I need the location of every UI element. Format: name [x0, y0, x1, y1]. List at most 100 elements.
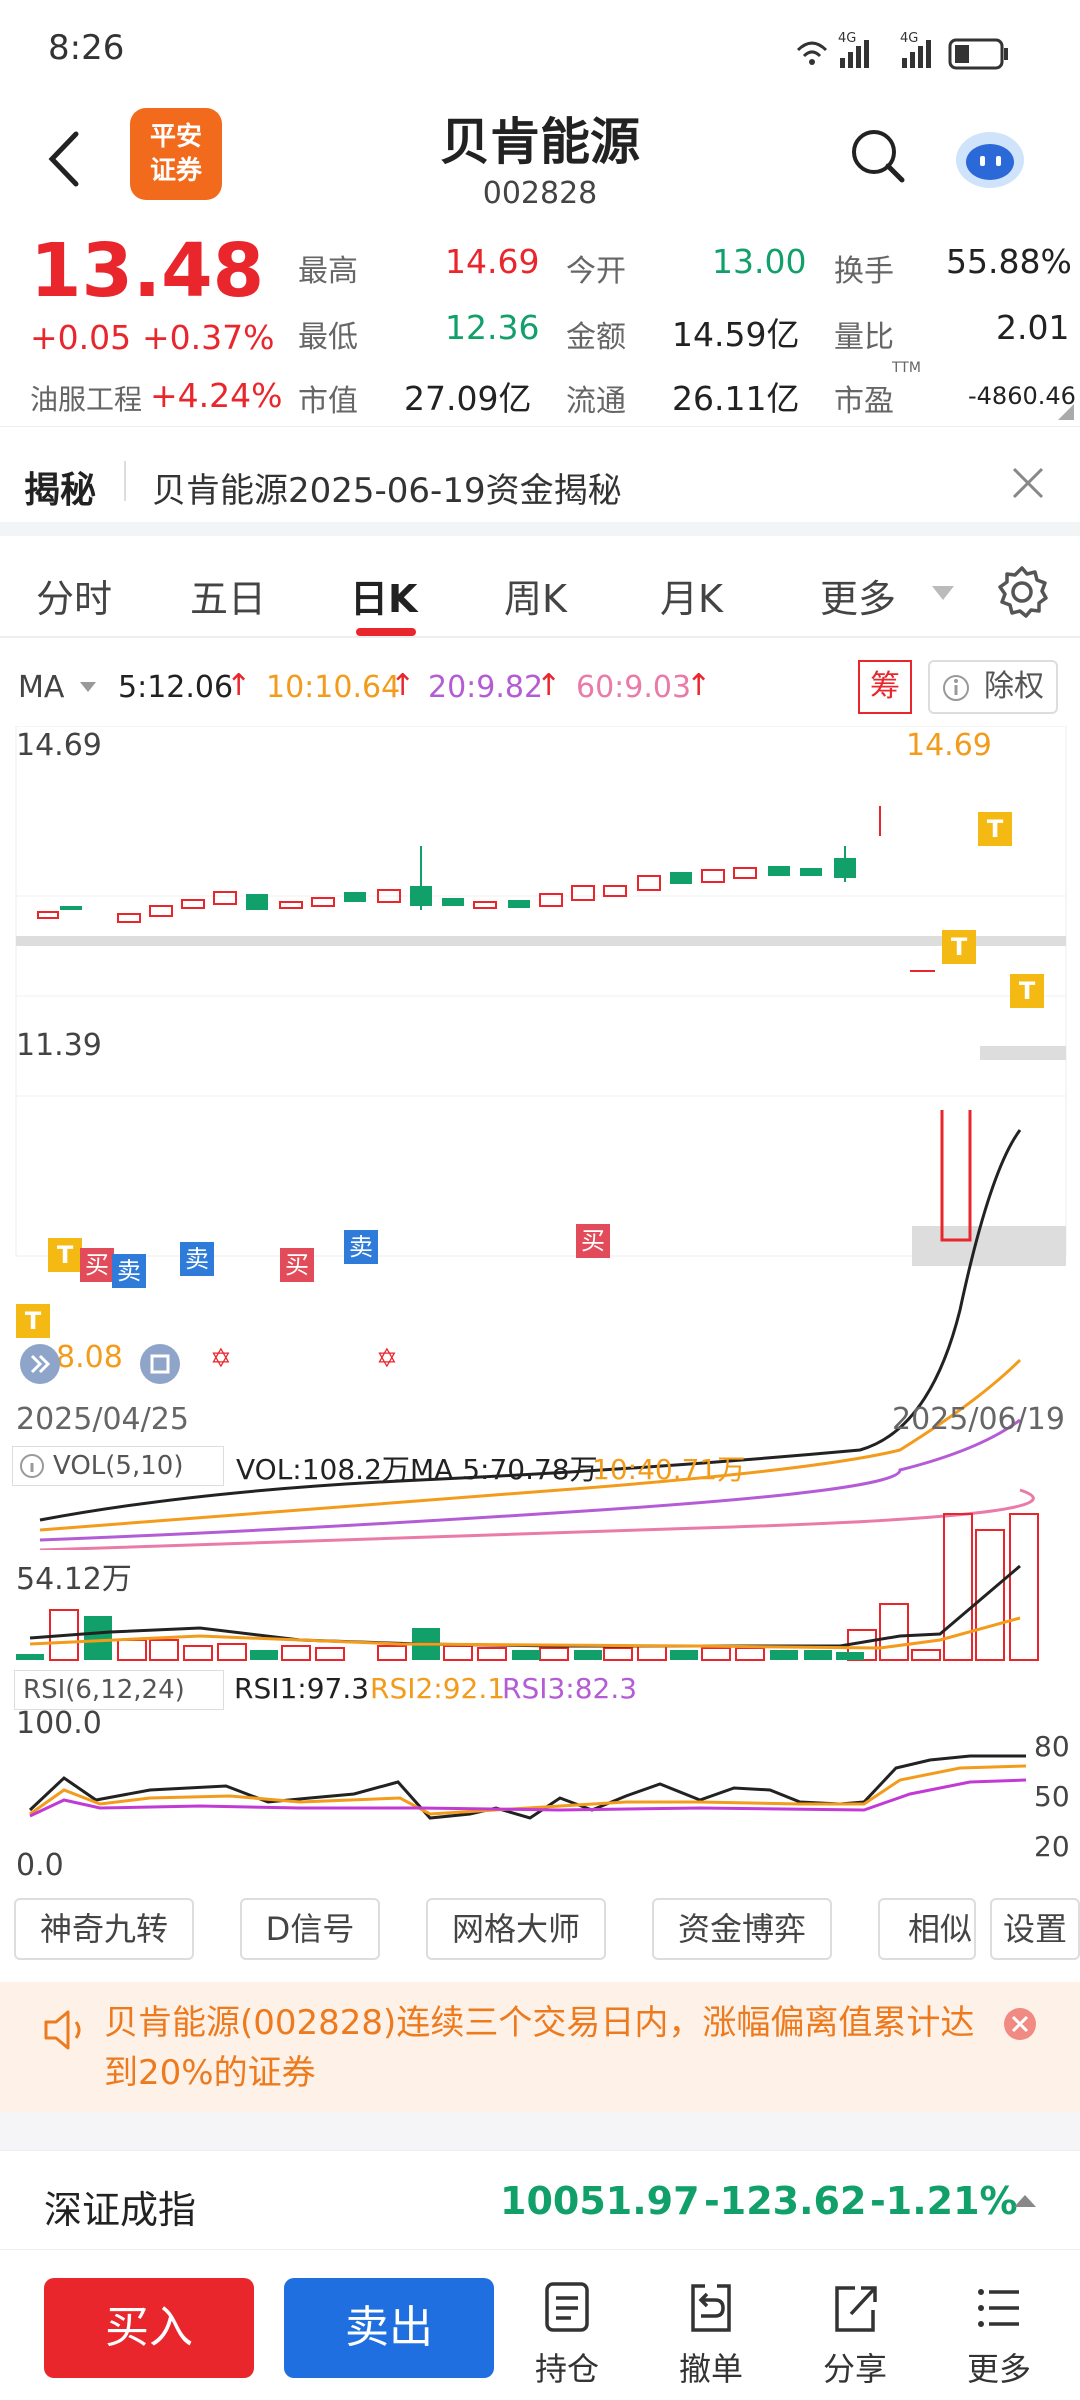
share-icon [835, 2286, 877, 2332]
expand-corner-icon[interactable] [1056, 402, 1076, 422]
rsi-20-label: 20 [1034, 1830, 1070, 1863]
t-marker[interactable]: T [942, 930, 976, 964]
more-menu-icon [978, 2289, 1019, 2327]
expand-up-icon[interactable] [1012, 2191, 1038, 2211]
turnover-value: 55.88% [946, 242, 1072, 281]
vol-ma10: 10:40.71万 [592, 1453, 746, 1486]
fund-game-button[interactable]: 资金博弈 [652, 1898, 832, 1960]
volume-ratio-label: 量比 [834, 320, 894, 355]
quote-panel: 13.48 +0.05 +0.37% 油服工程 +4.24% 最高 14.69 … [0, 226, 1080, 426]
kline-overlay [39, 1110, 1035, 1550]
grid-master-button[interactable]: 网格大师 [426, 1898, 606, 1960]
dropdown-icon[interactable] [930, 584, 956, 604]
buy-button[interactable]: 买入 [44, 2278, 254, 2378]
rsi1-value: RSI1:97.3 [234, 1672, 370, 1705]
nav-more[interactable]: 更多 [944, 2280, 1054, 2390]
search-icon[interactable] [848, 126, 908, 186]
ex-rights-button[interactable]: 除权 [928, 660, 1058, 714]
kline-chart[interactable] [0, 726, 1080, 1266]
robot-assistant-icon[interactable] [950, 122, 1030, 192]
sell-marker[interactable]: 卖 [344, 1230, 378, 1264]
kline-mid-label: 11.39 [16, 1028, 102, 1063]
t-marker[interactable]: T [978, 812, 1012, 846]
tab-intraday[interactable]: 分时 [36, 577, 113, 621]
rsi-chart[interactable] [0, 1710, 1030, 1870]
ma60-arrow-icon: ↑ [686, 668, 712, 703]
chips-button[interactable]: 筹 [858, 660, 912, 714]
d-signal-button[interactable]: D信号 [240, 1898, 380, 1960]
t-marker[interactable]: T [16, 1304, 50, 1338]
ma-label[interactable]: MA [18, 670, 65, 705]
active-tab-indicator [356, 628, 416, 636]
rsi-80-label: 80 [1034, 1730, 1070, 1763]
status-time: 8:26 [48, 28, 125, 68]
risk-notice[interactable]: 贝肯能源(002828)连续三个交易日内，涨幅偏离值累计达到20%的证券 [0, 1982, 1080, 2112]
settings-gear-icon[interactable] [994, 564, 1050, 620]
tab-daily-k[interactable]: 日K [350, 577, 418, 621]
zoom-icon[interactable] [138, 1342, 182, 1386]
price-change-pct: +0.37% [142, 318, 275, 357]
status-bar: 8:26 4G 4G [0, 0, 1080, 96]
kline-date-end: 2025/06/19 [892, 1402, 1065, 1437]
turnover-label: 换手 [834, 254, 894, 289]
candles [37, 806, 935, 972]
info-icon [943, 675, 969, 701]
close-icon[interactable] [1008, 463, 1048, 503]
rsi-indicator-select[interactable]: RSI(6,12,24) [14, 1670, 224, 1710]
sell-marker[interactable]: 卖 [180, 1242, 214, 1276]
sector-name[interactable]: 油服工程 [30, 383, 143, 416]
period-tabs: 分时 五日 日K 周K 月K 更多 [0, 548, 1080, 638]
reveal-tag: 揭秘 [24, 470, 97, 511]
nav-holdings[interactable]: 持仓 [512, 2280, 622, 2390]
tab-weekly-k[interactable]: 周K [504, 577, 567, 621]
nav-cancel-order[interactable]: 撤单 [656, 2280, 766, 2390]
sell-button[interactable]: 卖出 [284, 2278, 494, 2378]
stock-name: 贝肯能源 [440, 113, 640, 171]
chart-area[interactable]: MA 5:12.06 ↑ 10:10.64 ↑ 20:9.82 ↑ 60:9.0… [0, 640, 1080, 1920]
vol-indicator-select[interactable]: VOL(5,10) [12, 1446, 224, 1486]
t-marker[interactable]: T [48, 1238, 82, 1272]
broker-logo: 平安 证券 [130, 108, 222, 200]
status-icons: 4G 4G [796, 31, 1008, 70]
t-marker[interactable]: T [1010, 974, 1044, 1008]
tools-settings-button[interactable]: 设置 [990, 1898, 1080, 1960]
star-marker-icon: ✡ [210, 1344, 232, 1374]
section-divider [0, 522, 1080, 536]
buy-marker[interactable]: 买 [576, 1224, 610, 1258]
index-ticker[interactable]: 深证成指 10051.97 -123.62 -1.21% [0, 2150, 1080, 2250]
ma20-value: 20:9.82 [428, 670, 544, 705]
amount-label: 金额 [566, 320, 626, 355]
tab-five-day[interactable]: 五日 [190, 577, 267, 621]
close-notice-icon[interactable] [1002, 2006, 1038, 2042]
ma5-value: 5:12.06 [118, 670, 234, 705]
buy-marker[interactable]: 买 [80, 1248, 114, 1282]
nav-cancel-label: 撤单 [678, 2350, 743, 2388]
current-price: 13.48 [30, 228, 265, 314]
ma60-value: 60:9.03 [576, 670, 692, 705]
tab-more[interactable]: 更多 [820, 577, 897, 621]
rsi-50-label: 50 [1034, 1780, 1070, 1813]
similar-k-button[interactable]: 相似K [878, 1898, 976, 1960]
ma-dropdown-icon[interactable] [78, 680, 98, 696]
rsi-bottom-label: 0.0 [16, 1848, 64, 1883]
volume-chart[interactable] [0, 1490, 1080, 1720]
high-value: 14.69 [445, 242, 540, 281]
sector-pct[interactable]: +4.24% [150, 376, 283, 415]
reveal-text[interactable]: 贝肯能源2025-06-19资金揭秘 [152, 471, 622, 511]
nav-share[interactable]: 分享 [800, 2280, 910, 2390]
float-cap-value: 26.11亿 [672, 379, 800, 418]
scroll-left-icon[interactable] [18, 1342, 62, 1386]
back-icon[interactable] [40, 124, 90, 194]
cancel-order-icon [691, 2284, 731, 2332]
high-label: 最高 [298, 254, 358, 289]
ma10-value: 10:10.64 [266, 670, 401, 705]
tab-monthly-k[interactable]: 月K [660, 577, 723, 621]
nav-share-label: 分享 [822, 2350, 887, 2388]
amount-value: 14.59亿 [672, 315, 800, 354]
signal2-label: 4G [900, 31, 918, 46]
magic-nine-button[interactable]: 神奇九转 [14, 1898, 194, 1960]
reveal-bar[interactable]: 揭秘 贝肯能源2025-06-19资金揭秘 [0, 426, 1080, 536]
buy-marker[interactable]: 买 [280, 1248, 314, 1282]
sell-marker[interactable]: 卖 [112, 1254, 146, 1288]
kline-date-start: 2025/04/25 [16, 1402, 189, 1437]
